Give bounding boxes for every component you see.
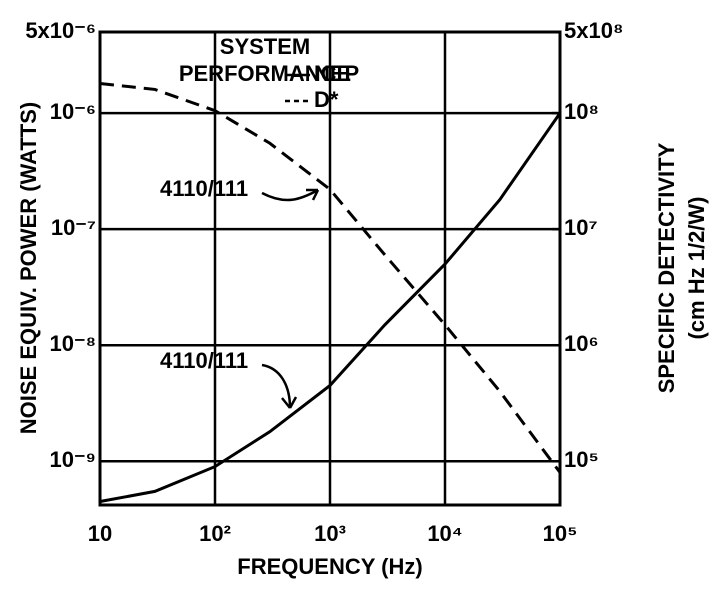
x-tick-label: 10⁵ [543,521,578,546]
y2-tick-label: 10⁸ [564,99,599,124]
annotation: 4110/111 [160,176,248,201]
series-line [99,82,562,474]
y-tick-label: 10⁻⁹ [49,447,96,472]
x-tick-label: 10⁴ [427,521,462,546]
chart-title: PERFORMANCE [179,61,351,86]
x-tick-label: 10³ [314,521,346,546]
y2-tick-label: 5x10⁸ [564,18,623,43]
y2-axis-label: SPECIFIC DETECTIVITY [654,142,679,393]
y-tick-label: 10⁻⁷ [51,215,96,240]
annotation: 4110/111 [160,348,248,373]
annotation-arrow [306,188,320,201]
y-tick-label: 10⁻⁸ [50,331,96,356]
y-tick-label: 10⁻⁶ [50,99,96,124]
y2-axis-label: (cm Hz 1/2/W) [684,196,709,339]
x-tick-label: 10² [199,521,231,546]
y2-tick-label: 10⁷ [564,215,598,240]
annotation-arrow [261,188,319,202]
y-axis-label: NOISE EQUIV. POWER (WATTS) [16,102,41,434]
y-tick-label: 5x10⁻⁶ [25,18,96,43]
x-tick-label: 10 [88,521,112,546]
annotation-arrow [261,363,292,409]
chart-title: SYSTEM [220,34,310,59]
legend-label: NEP [314,61,359,86]
annotation-arrow [281,396,298,409]
y2-tick-label: 10⁶ [564,331,599,356]
x-axis-label: FREQUENCY (Hz) [237,554,422,579]
legend-label: D* [314,87,339,112]
y2-tick-label: 10⁵ [564,447,599,472]
series-line [99,112,562,503]
